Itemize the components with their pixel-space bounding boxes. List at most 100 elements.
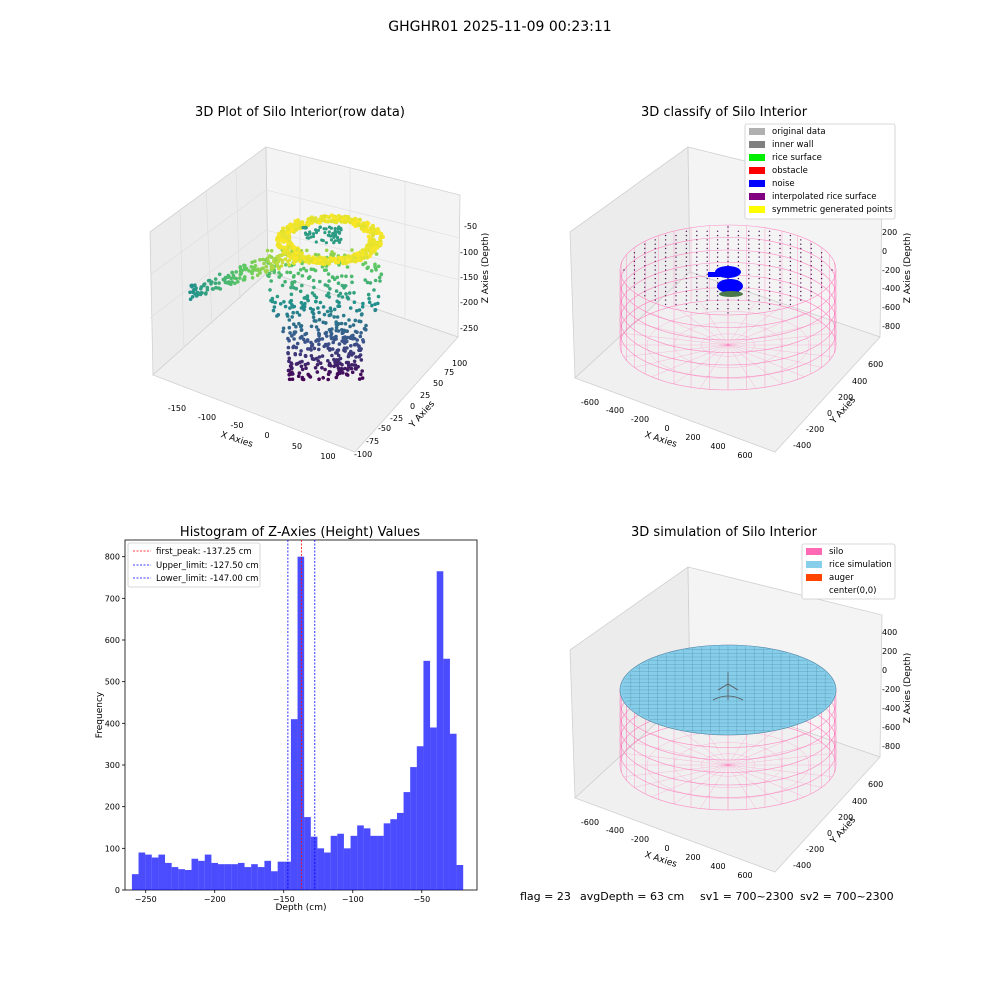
surface-dot [675, 239, 677, 241]
raw-point [378, 236, 383, 241]
sim-xtick: 400 [710, 862, 725, 871]
raw-point [299, 324, 304, 328]
raw-point [192, 287, 197, 292]
raw-point [292, 322, 296, 327]
raw-point [317, 355, 322, 359]
surface-dot [644, 260, 646, 263]
raw-point [320, 366, 324, 370]
surface-dot [644, 247, 646, 250]
raw-point [299, 328, 304, 333]
surface-dot [789, 256, 792, 258]
raw-point [323, 283, 328, 287]
raw-point [314, 299, 318, 304]
surface-dot [748, 295, 750, 297]
surface-dot [664, 269, 667, 271]
raw-point [303, 353, 308, 358]
raw-point [290, 315, 295, 319]
surface-dot [685, 230, 688, 232]
raw-point [213, 281, 218, 286]
raw-point [310, 344, 314, 348]
hist-xtick-label: −200 [204, 895, 226, 904]
raw-point [287, 356, 292, 361]
legend-label: center(0,0) [829, 586, 877, 596]
surface-dot [768, 234, 771, 237]
raw-ztick: -150 [460, 273, 478, 282]
raw-point [317, 331, 321, 336]
raw-point [277, 275, 282, 279]
raw-point [323, 367, 327, 372]
surface-dot [633, 286, 636, 288]
raw-point [314, 325, 319, 329]
raw-point [285, 230, 290, 235]
surface-dot [758, 234, 760, 237]
surface-dot [789, 247, 792, 250]
raw-xlabel: X Axies [219, 430, 254, 450]
surface-dot [654, 239, 656, 241]
surface-dot [675, 273, 677, 275]
noise-base [719, 291, 743, 297]
surface-dot [789, 286, 792, 288]
surface-dot [685, 282, 688, 284]
surface-dot [696, 239, 698, 241]
raw-point [294, 324, 298, 329]
surface-dot [789, 265, 792, 267]
sim-xtick: -200 [631, 835, 649, 844]
raw-point [372, 239, 377, 244]
raw-point [288, 306, 292, 310]
raw-point [307, 236, 311, 240]
raw-point [321, 239, 325, 243]
raw-point [250, 260, 254, 265]
hist-bar [456, 865, 464, 890]
surface-dot [664, 243, 667, 245]
raw-point [335, 275, 340, 280]
surface-dot [748, 290, 750, 293]
legend-label: interpolated rice surface [772, 192, 877, 202]
surface-dot [820, 286, 823, 288]
raw-point [190, 295, 195, 299]
surface-dot [758, 295, 760, 297]
sim-ztick: 400 [882, 628, 897, 637]
raw-point [347, 318, 351, 322]
raw-point [286, 336, 290, 341]
raw-point [314, 240, 318, 244]
raw-point [297, 371, 302, 375]
hist-bar [370, 835, 378, 890]
surface-dot [675, 234, 677, 237]
raw-point [336, 214, 341, 218]
surface-dot [644, 282, 646, 284]
surface-dot [758, 286, 760, 288]
surface-dot [768, 273, 771, 275]
surface-dot [664, 299, 667, 301]
raw-point [280, 283, 285, 288]
surface-dot [696, 303, 698, 306]
raw-point [339, 226, 343, 230]
hist-bar [383, 823, 391, 890]
raw-point [342, 286, 346, 290]
raw-point [298, 268, 303, 272]
raw-point [321, 376, 326, 380]
surface-dot [758, 308, 760, 310]
surface-dot [779, 239, 781, 241]
hist-bar [165, 862, 172, 890]
surface-dot [696, 299, 698, 301]
raw-point [340, 259, 345, 263]
surface-dot [727, 277, 729, 280]
raw-point [299, 364, 304, 369]
surface-dot [768, 239, 771, 241]
hist-bar [443, 658, 450, 890]
raw-point [334, 325, 339, 330]
raw-point [347, 352, 351, 357]
surface-dot [696, 286, 698, 288]
raw-point [296, 271, 301, 276]
raw-point [366, 292, 371, 297]
surface-dot [696, 265, 698, 267]
raw-point [342, 348, 346, 353]
surface-dot [737, 256, 740, 258]
surface-dot [727, 230, 729, 232]
legend-label: original data [772, 127, 826, 137]
raw-point [327, 279, 331, 283]
raw-point [306, 361, 310, 366]
raw-point [336, 304, 340, 309]
raw-point [293, 352, 298, 357]
surface-dot [654, 290, 656, 293]
